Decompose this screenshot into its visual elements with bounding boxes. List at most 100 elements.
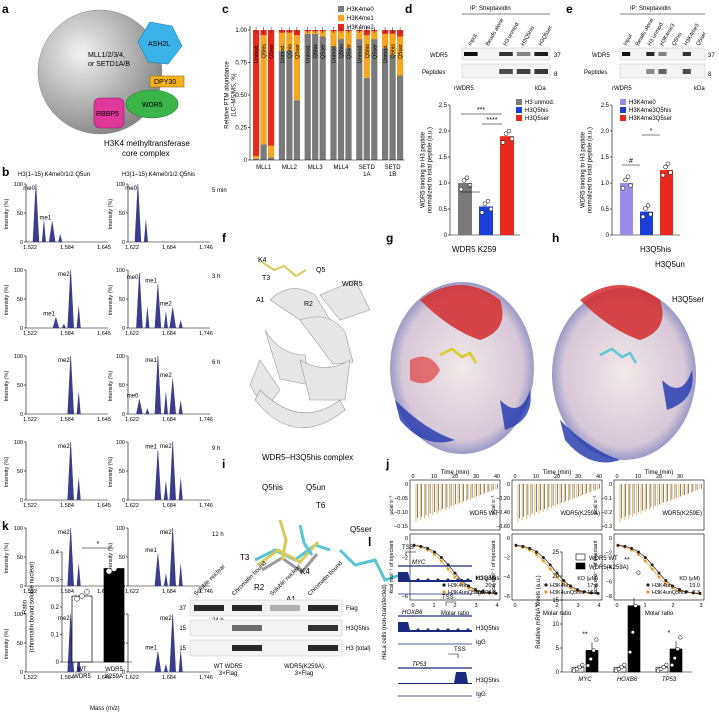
- b-xtick-label-0-0-1: 1,584: [60, 245, 74, 251]
- c-ytick-label-4: 1.00: [235, 28, 247, 34]
- c-bar-label-10: Q5his: [339, 44, 345, 59]
- j-kd-marker-2-1: [646, 590, 650, 594]
- b-xtick-label-0-3-0: 1,522: [23, 503, 37, 509]
- j-x-tick-0-4: 4: [495, 603, 498, 609]
- l-track-label-igg-1: IgG: [476, 640, 486, 646]
- l-dot-0-2-1: [658, 667, 663, 672]
- b-ytick-label-1-2-2: 100: [116, 354, 125, 360]
- j-heat-tick-2-2: −4: [606, 565, 612, 571]
- b-peak-label-0-1-0: me2: [58, 272, 70, 278]
- panel-label-g: g: [386, 231, 393, 245]
- j-raw-box-0: [409, 479, 501, 531]
- c-bar-label-1: Q5his: [262, 44, 268, 59]
- c-bar-1-4: [286, 32, 293, 51]
- panel-label-f: f: [222, 231, 227, 245]
- e-ytick-label-5: 2.5: [601, 103, 610, 109]
- b-isotope-0-0-0: [41, 218, 46, 242]
- d-ytick-label-4: 2.0: [439, 129, 448, 135]
- writer-label-2: or SETD1A/B: [88, 61, 130, 68]
- d-dot-0-2: [464, 175, 470, 181]
- b-peak-1-1-1: [154, 284, 162, 329]
- panel-label-k: k: [2, 519, 9, 533]
- b-xtick-label-1-1-2: 1,746: [199, 331, 213, 337]
- c-bar-label-16: Q5his: [391, 44, 397, 59]
- l-track-label-igg-2: IgG: [476, 692, 486, 698]
- j-kd-marker-0-0: [442, 583, 446, 587]
- b-ytick-label-1-1-0: 0: [122, 326, 125, 332]
- j-power-tick-0-2: −0.10: [394, 510, 408, 516]
- j-kd-header-0: KD (μM): [475, 576, 496, 582]
- c-bar-0-3: [278, 50, 285, 160]
- k-band-1-1: [232, 625, 262, 631]
- i-label-t6: T6: [316, 501, 326, 510]
- e-kda-bottom: 8: [708, 72, 712, 78]
- d-lane-2: H3 unmod.: [503, 20, 522, 47]
- d-blot-label-top: WDR5: [430, 53, 448, 59]
- j-kd-marker-0-1: [442, 590, 446, 594]
- b-peak-label-1-2-1: me1: [145, 358, 157, 364]
- f-sheet-3: [264, 329, 311, 386]
- d-kda: kDa: [535, 86, 546, 92]
- d-dot-2-1: [503, 131, 509, 136]
- b-time-4: 12 h: [212, 532, 224, 538]
- e-dot-1-2: [645, 203, 651, 208]
- l-tss-2: TSS: [454, 647, 466, 653]
- panel-f-structure: K4 Q5 T3 A1 R2 WDR5 WDR5–H3Q5his complex: [249, 257, 371, 462]
- i-his-sidechain: [278, 519, 288, 561]
- panel-g-surface: WDR5 K259: [390, 245, 534, 454]
- rbbp5-shape: [93, 97, 125, 129]
- l-cat-0: MYC: [578, 677, 592, 683]
- j-heat-tick-1-2: −4: [504, 575, 510, 581]
- d-band-top-0: [464, 52, 478, 56]
- c-bar-1-0: [253, 156, 260, 159]
- panel-label-i: i: [222, 457, 225, 471]
- j-x-tick-0-1: 1: [432, 603, 435, 609]
- c-bar-0-1: [260, 144, 267, 160]
- k-sig: *: [97, 541, 100, 548]
- panel-label-b: b: [2, 165, 9, 179]
- d-legend-swatch-1: [516, 107, 522, 113]
- d-ytick-label-5: 2.5: [439, 103, 448, 109]
- b-ytick-label-0-3-1: 50: [17, 469, 23, 475]
- j-time-label-2: Time (min): [645, 470, 673, 476]
- j-time-tick-0-1: 10: [431, 474, 437, 480]
- b-isotope-0-0-1: [58, 233, 63, 242]
- b-xtick-label-1-2-2: 1,746: [199, 417, 213, 423]
- b-xtick-label-0-0-2: 1,645: [97, 245, 111, 251]
- c-bar-label-6: Unmod.: [306, 44, 312, 64]
- l-legend-0: WDR5 WT: [589, 556, 618, 562]
- c-bar-1-1: [260, 35, 267, 145]
- k-dot-1-0: [106, 568, 112, 574]
- d-dot-1-0: [479, 210, 485, 215]
- b-isotope-1-4-0: [163, 573, 168, 586]
- k-dot-1-1: [111, 565, 117, 572]
- j-kd-value-2-0: 19.0: [689, 583, 700, 589]
- j-heat-label-1-0: kcal mol⁻¹ of injectant: [491, 540, 497, 594]
- d-ytick-label-1: 0.5: [439, 207, 448, 213]
- b-xtick-label-1-3-2: 1,746: [199, 503, 213, 509]
- j-heat-tick-2-4: −8: [606, 594, 612, 600]
- b-ytick-label-1-1-1: 50: [119, 297, 125, 303]
- b-isotope-1-2-0: [145, 408, 150, 414]
- e-ytick-label-0: 0: [606, 233, 610, 239]
- l-dot-0-1-3: [622, 662, 627, 667]
- c-bar-label-15: Unmod.: [383, 44, 389, 64]
- b-ytick-label-0-4-2: 100: [14, 526, 23, 532]
- l-legend-1: WDR5(K259A): [589, 565, 629, 571]
- e-dot-2-2: [665, 161, 671, 167]
- l-side-label-0: HeLa cells (non-transfected): [382, 584, 388, 659]
- b-xtick-label-1-0-1: 1,684: [162, 245, 176, 251]
- b-peak-label-1-1-1: me1: [145, 279, 157, 285]
- c-group-label-5-1: 1B: [389, 172, 396, 178]
- c-group-label-4-0: SETD: [359, 165, 376, 171]
- k-lane-2: Soluble nuclear: [269, 564, 302, 597]
- k-kda-0: 37: [179, 606, 186, 612]
- l-dot-1-1-0: [627, 650, 633, 655]
- b-col-title-right: H3(1–15) K4me0/1/2 Q5his: [122, 172, 195, 178]
- e-ytick-label-2: 1.0: [601, 181, 610, 187]
- b-xtick-label-0-4-1: 1,584: [60, 589, 74, 595]
- k-band-1-3: [308, 625, 338, 631]
- j-time-tick-0-0: 0: [411, 474, 414, 480]
- j-kd-value-0-1: 108.8: [482, 590, 496, 596]
- b-time-3: 9 h: [212, 446, 220, 452]
